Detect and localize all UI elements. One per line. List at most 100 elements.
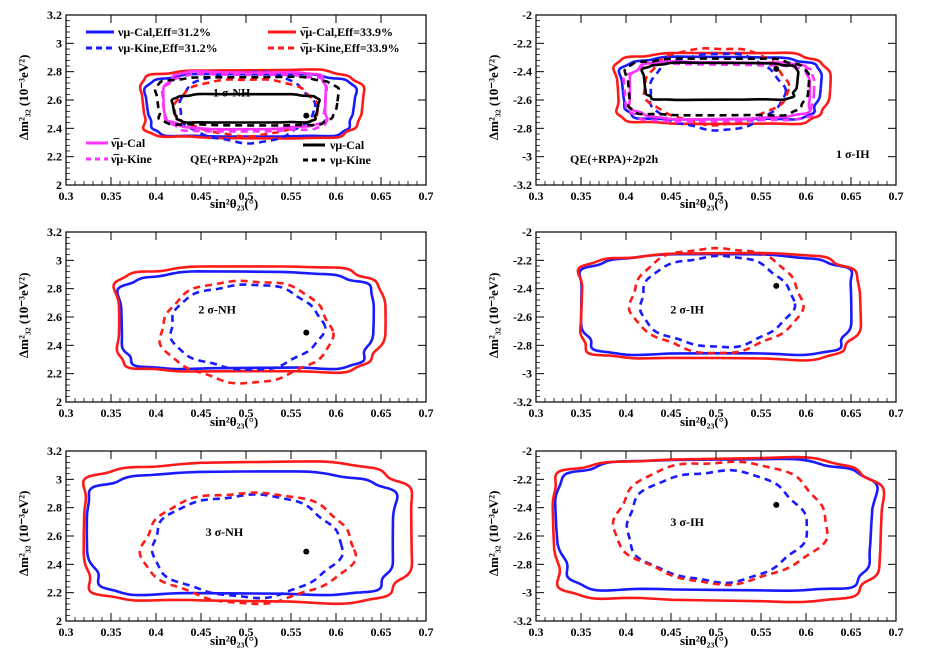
best-fit-point bbox=[303, 112, 310, 119]
x-tick-label: 0.35 bbox=[571, 625, 592, 639]
xlabel-ih3: sin²θ₂₃(°) bbox=[680, 633, 728, 648]
contour-ih2-2 bbox=[638, 254, 797, 349]
y-tick-label: 2.4 bbox=[47, 338, 62, 352]
contour-ih2-3 bbox=[627, 246, 805, 355]
contour-ih2-1 bbox=[576, 251, 863, 362]
contour-nh1-1 bbox=[138, 68, 366, 140]
x-tick-label: 0.5 bbox=[709, 406, 724, 420]
panel-title: 3 σ-NH bbox=[206, 525, 244, 539]
y-tick-label: -2.2 bbox=[513, 36, 532, 50]
x-tick-label: 0.35 bbox=[101, 625, 122, 639]
panel-3sigma-ih: 0.3 0.35 0.4 0.45 0.5 0.55 0.6 0.65 0.7 -3.2 -3 -2.… bbox=[513, 444, 904, 639]
legend-bottom-label-2: νμ-Cal bbox=[329, 138, 365, 152]
y-tick-label: -2.4 bbox=[513, 282, 532, 296]
legend-bottom-label-0: ν̅μ-Cal bbox=[110, 136, 146, 150]
x-tick-label: 0.7 bbox=[889, 406, 904, 420]
panel-2sigma-nh: 0.3 0.35 0.4 0.45 0.5 0.55 0.6 0.65 0.7 2 2.2 2.4 2.… bbox=[47, 225, 434, 420]
y-tick-label: 3.2 bbox=[47, 444, 62, 458]
contour-nh2-2 bbox=[168, 283, 327, 371]
contour-nh3-1 bbox=[81, 460, 414, 606]
x-tick-label: 0.55 bbox=[281, 625, 302, 639]
contour-ih3-3 bbox=[611, 460, 829, 587]
y-tick-label: -3 bbox=[522, 367, 532, 381]
xlabel-nh3: sin²θ₂₃(°) bbox=[210, 633, 258, 648]
x-tick-label: 0.7 bbox=[419, 406, 434, 420]
y-tick-label: 2.8 bbox=[47, 282, 62, 296]
x-tick-label: 0.4 bbox=[619, 406, 634, 420]
legend-bottom: ν̅μ-Cal ν̅μ-Kine νμ-Cal νμ-Kine bbox=[86, 136, 372, 167]
contour-group bbox=[551, 455, 886, 604]
ylabel-ih3: Δm²₃₂ (10⁻³eV²) bbox=[486, 491, 501, 576]
contour-group bbox=[576, 246, 863, 362]
y-tick-label: -3 bbox=[522, 150, 532, 164]
contour-group bbox=[112, 265, 387, 385]
model-label-ih1: QE(+RPA)+2p2h bbox=[570, 152, 658, 166]
legend-bottom-label-1: ν̅μ-Kine bbox=[110, 152, 153, 166]
y-tick-label: 2.2 bbox=[47, 150, 62, 164]
best-fit-point bbox=[303, 329, 310, 336]
ylabel-nh2: Δm²₃₂ (10⁻³eV²) bbox=[16, 273, 31, 358]
contour-group bbox=[81, 460, 414, 606]
panel-1sigma-ih: 0.3 0.35 0.4 0.45 0.5 0.55 0.6 0.65 0.7 -3.2 -3 -2.… bbox=[513, 8, 904, 203]
x-tick-label: 0.45 bbox=[661, 625, 682, 639]
y-tick-label: 3.2 bbox=[47, 8, 62, 22]
plot-frame bbox=[65, 450, 427, 622]
x-tick-label: 0.45 bbox=[191, 406, 212, 420]
x-tick-label: 0.5 bbox=[239, 189, 254, 203]
y-tick-label: -3.2 bbox=[513, 178, 532, 192]
plot-frame bbox=[535, 450, 897, 622]
y-tick-label: 2 bbox=[56, 395, 62, 409]
model-label-nh1: QE(+RPA)+2p2h bbox=[190, 152, 278, 166]
contour-nh3-3 bbox=[138, 491, 358, 606]
ylabel-ih2: Δm²₃₂ (10⁻³eV²) bbox=[486, 273, 501, 358]
best-fit-point bbox=[303, 548, 310, 555]
x-tick-label: 0.45 bbox=[191, 189, 212, 203]
x-tick-label: 0.5 bbox=[709, 189, 724, 203]
x-tick-label: 0.3 bbox=[59, 189, 74, 203]
panel-3sigma-nh: 0.3 0.35 0.4 0.45 0.5 0.55 0.6 0.65 0.7 2 2.2 2.4 2.… bbox=[47, 444, 434, 639]
x-tick-label: 0.5 bbox=[709, 625, 724, 639]
y-tick-label: -2.4 bbox=[513, 501, 532, 515]
y-tick-label: 2.2 bbox=[47, 586, 62, 600]
plot-frame bbox=[535, 231, 897, 403]
contour-nh1-2 bbox=[178, 70, 317, 145]
x-tick-label: 0.65 bbox=[371, 189, 392, 203]
x-tick-label: 0.7 bbox=[889, 189, 904, 203]
contour-ih1-7 bbox=[623, 57, 811, 117]
y-tick-label: -3.2 bbox=[513, 614, 532, 628]
best-fit-point bbox=[773, 282, 780, 289]
x-tick-label: 0.4 bbox=[149, 625, 164, 639]
contour-nh1-7 bbox=[153, 75, 341, 127]
x-tick-label: 0.6 bbox=[329, 189, 344, 203]
y-tick-label: 2 bbox=[56, 178, 62, 192]
y-tick-label: 3 bbox=[56, 253, 62, 267]
ylabel-nh3: Δm²₃₂ (10⁻³eV²) bbox=[16, 491, 31, 576]
x-tick-label: 0.35 bbox=[571, 406, 592, 420]
panel-title: 1 σ-IH bbox=[836, 147, 870, 161]
x-tick-label: 0.5 bbox=[239, 406, 254, 420]
legend-top-label-0: νμ-Cal,Eff=31.2% bbox=[117, 25, 211, 39]
legend-bottom-label-3: νμ-Kine bbox=[329, 153, 372, 167]
x-tick-label: 0.4 bbox=[149, 189, 164, 203]
x-tick-label: 0.55 bbox=[751, 406, 772, 420]
y-tick-label: 2.6 bbox=[47, 529, 62, 543]
contour-nh1-0 bbox=[142, 72, 359, 138]
y-tick-label: 2.8 bbox=[47, 65, 62, 79]
x-tick-label: 0.65 bbox=[841, 406, 862, 420]
x-tick-label: 0.7 bbox=[419, 189, 434, 203]
x-tick-label: 0.6 bbox=[329, 406, 344, 420]
y-tick-label: -3.2 bbox=[513, 395, 532, 409]
x-tick-label: 0.45 bbox=[661, 406, 682, 420]
contour-ih2-0 bbox=[578, 252, 854, 357]
x-tick-label: 0.35 bbox=[101, 189, 122, 203]
xlabel-ih1: sin²θ₂₃(°) bbox=[680, 196, 728, 211]
y-tick-label: -2.6 bbox=[513, 529, 532, 543]
ylabel-ih1: Δm²₃₂ (10⁻³eV²) bbox=[486, 55, 501, 140]
contour-ih1-1 bbox=[612, 51, 833, 126]
best-fit-point bbox=[773, 65, 780, 72]
x-tick-label: 0.7 bbox=[889, 625, 904, 639]
x-tick-label: 0.4 bbox=[149, 406, 164, 420]
ylabel-nh1: Δm²₃₂ (10⁻³eV²) bbox=[16, 55, 31, 140]
xlabel-nh1: sin²θ₂₃(°) bbox=[210, 196, 258, 211]
